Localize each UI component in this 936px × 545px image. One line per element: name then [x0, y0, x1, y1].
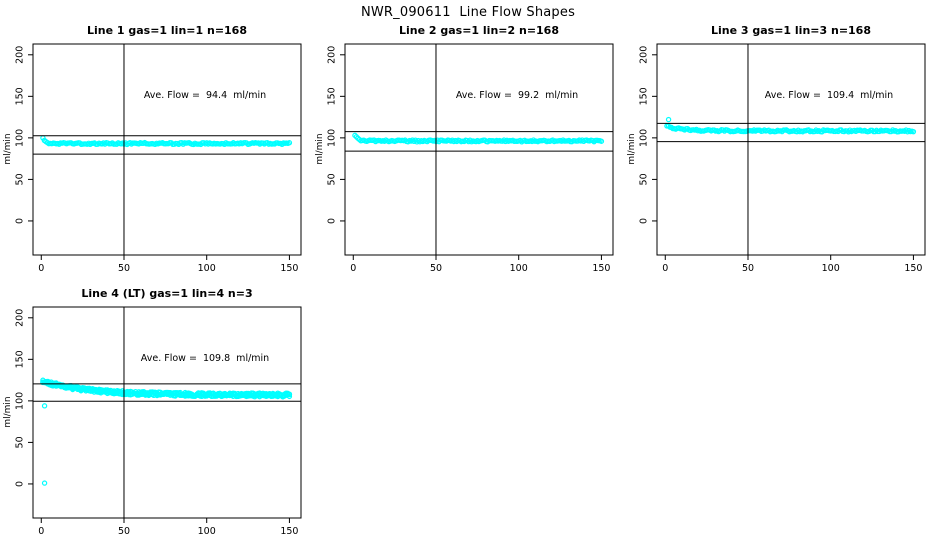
svg-text:100: 100 — [510, 263, 528, 274]
svg-text:200: 200 — [327, 46, 338, 64]
svg-text:50: 50 — [118, 263, 130, 274]
svg-text:0: 0 — [639, 218, 650, 224]
svg-text:100: 100 — [15, 392, 26, 410]
svg-text:200: 200 — [15, 46, 26, 64]
figure-title: NWR_090611 Line Flow Shapes — [360, 5, 576, 20]
ave-flow-annotation-line-4: Ave. Flow = 109.8 ml/min — [140, 353, 270, 364]
panel-line-2: Line 2 gas=1 lin=2 n=168 Ave. Flow = 99.… — [312, 22, 624, 282]
svg-text:100: 100 — [822, 263, 840, 274]
svg-text:150: 150 — [15, 87, 26, 105]
ave-flow-annotation-line-1: Ave. Flow = 94.4 ml/min — [143, 90, 267, 101]
svg-text:0: 0 — [327, 218, 338, 224]
panel-title-line-3: Line 3 gas=1 lin=3 n=168 — [710, 24, 871, 37]
panel-title-line-4: Line 4 (LT) gas=1 lin=4 n=3 — [81, 287, 253, 300]
plot-area-line-2: 0 50 100 150 200 0 50 100 150 — [327, 43, 614, 274]
svg-text:0: 0 — [38, 263, 44, 274]
svg-text:150: 150 — [280, 526, 298, 537]
svg-text:150: 150 — [327, 87, 338, 105]
svg-text:100: 100 — [639, 129, 650, 147]
svg-text:150: 150 — [280, 263, 298, 274]
svg-text:0: 0 — [38, 526, 44, 537]
svg-text:50: 50 — [118, 526, 130, 537]
svg-text:50: 50 — [15, 173, 26, 185]
svg-text:150: 150 — [639, 87, 650, 105]
svg-text:50: 50 — [327, 173, 338, 185]
panel-title-line-1: Line 1 gas=1 lin=1 n=168 — [86, 24, 247, 37]
plot-area-line-1: 0 50 100 150 200 0 50 100 150 — [15, 43, 302, 274]
svg-text:50: 50 — [639, 173, 650, 185]
svg-text:150: 150 — [592, 263, 610, 274]
ave-flow-annotation-line-3: Ave. Flow = 109.4 ml/min — [764, 90, 894, 101]
panel-title-line-2: Line 2 gas=1 lin=2 n=168 — [398, 24, 559, 37]
panel-line-4: Line 4 (LT) gas=1 lin=4 n=3 Ave. Flow = … — [0, 285, 312, 545]
ave-flow-annotation-line-2: Ave. Flow = 99.2 ml/min — [455, 90, 579, 101]
svg-text:50: 50 — [742, 263, 754, 274]
svg-text:150: 150 — [15, 350, 26, 368]
svg-text:100: 100 — [198, 526, 216, 537]
svg-text:50: 50 — [430, 263, 442, 274]
svg-text:0: 0 — [662, 263, 668, 274]
plot-area-line-3: 0 50 100 150 200 0 50 100 150 — [639, 43, 926, 274]
svg-text:0: 0 — [15, 481, 26, 487]
svg-text:0: 0 — [15, 218, 26, 224]
plot-area-line-4: 0 50 100 150 200 0 50 100 150 — [15, 306, 302, 537]
panel-line-1: Line 1 gas=1 lin=1 n=168 Ave. Flow = 94.… — [0, 22, 312, 282]
svg-text:100: 100 — [15, 129, 26, 147]
svg-text:100: 100 — [327, 129, 338, 147]
svg-text:200: 200 — [639, 46, 650, 64]
svg-text:50: 50 — [15, 436, 26, 448]
svg-text:100: 100 — [198, 263, 216, 274]
panel-line-3: Line 3 gas=1 lin=3 n=168 Ave. Flow = 109… — [624, 22, 936, 282]
svg-text:0: 0 — [350, 263, 356, 274]
svg-text:150: 150 — [904, 263, 922, 274]
svg-text:200: 200 — [15, 309, 26, 327]
